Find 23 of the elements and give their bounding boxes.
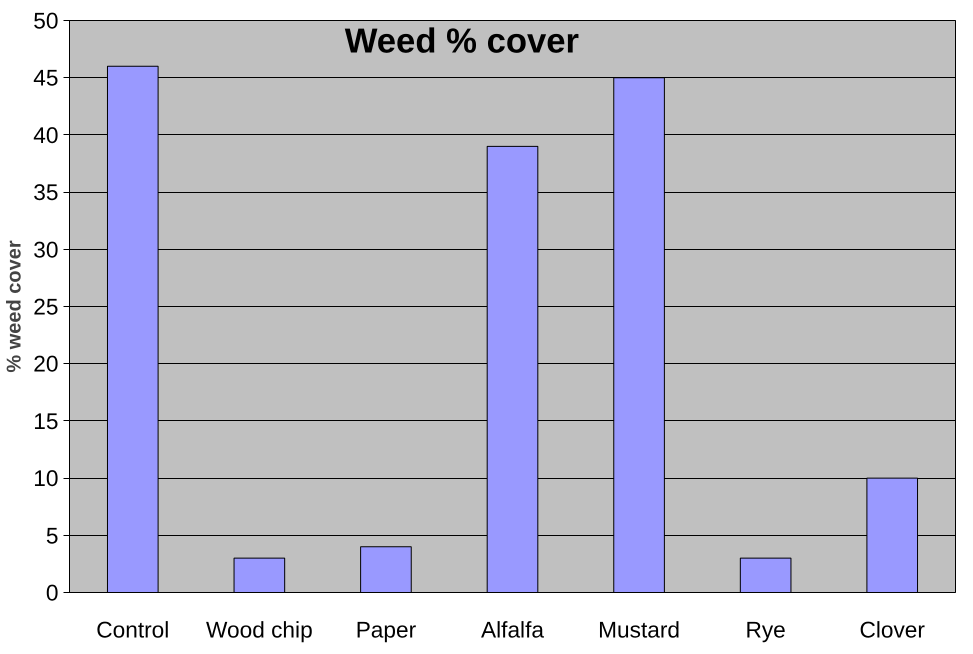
y-tick-label: 40 <box>33 122 58 148</box>
x-tick-label: Mustard <box>598 616 680 642</box>
x-tick-label: Wood chip <box>206 616 313 642</box>
chart-title: Weed % cover <box>344 22 580 60</box>
y-tick-label: 50 <box>33 8 58 34</box>
bar <box>234 558 286 592</box>
y-tick-label: 0 <box>46 580 59 606</box>
bar <box>740 558 792 592</box>
bar <box>360 546 412 592</box>
y-tick-label: 25 <box>33 294 58 320</box>
y-tick-label: 45 <box>33 64 58 91</box>
y-tick-label: 30 <box>33 236 58 262</box>
y-tick-label: 35 <box>33 179 58 206</box>
y-tick-label: 15 <box>33 408 58 434</box>
x-tick-label: Control <box>96 616 170 642</box>
y-tick-label: 20 <box>33 350 58 377</box>
x-tick-label: Clover <box>859 616 926 642</box>
y-tick-label: 10 <box>33 465 58 492</box>
x-tick-label: Paper <box>356 616 417 642</box>
y-axis-title: % weed cover <box>3 240 26 373</box>
x-tick-label: Rye <box>746 616 786 642</box>
y-tick-label: 5 <box>46 522 59 548</box>
x-tick-label: Alfalfa <box>481 616 544 642</box>
